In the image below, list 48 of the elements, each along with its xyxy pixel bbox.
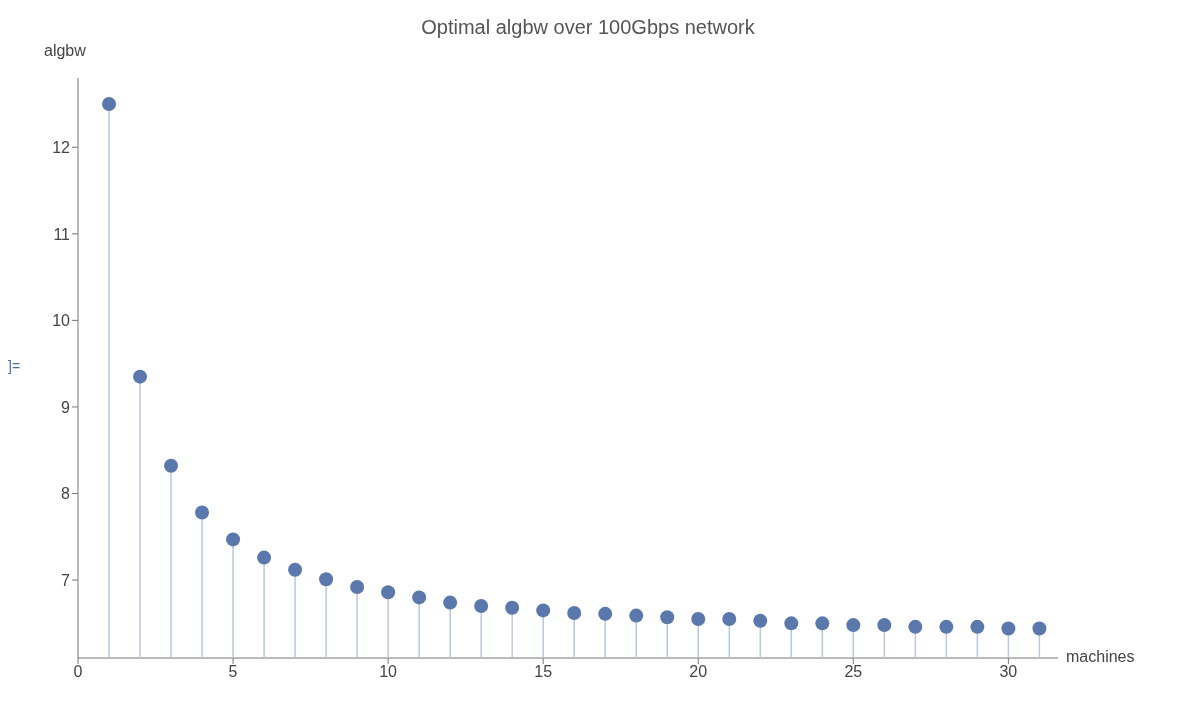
x-tick-label: 0 <box>73 663 83 681</box>
point <box>505 600 520 615</box>
point <box>691 612 706 627</box>
point <box>133 369 148 384</box>
point <box>846 618 861 633</box>
chart-title: Optimal algbw over 100Gbps network <box>420 16 756 39</box>
y-tick-label: 9 <box>61 398 71 416</box>
point <box>195 505 210 520</box>
point <box>784 616 799 631</box>
x-axis-title: machines <box>1066 648 1135 666</box>
point <box>753 613 768 628</box>
y-tick-label: 7 <box>61 571 71 589</box>
x-tick-label: 20 <box>689 663 708 681</box>
point <box>598 606 613 621</box>
point <box>722 612 737 627</box>
point <box>815 616 830 631</box>
point <box>474 599 489 614</box>
text: ]= <box>8 358 21 374</box>
point <box>257 550 272 565</box>
point <box>567 605 582 620</box>
point <box>381 585 396 600</box>
point <box>319 572 334 587</box>
point <box>629 608 644 623</box>
point <box>536 603 551 618</box>
point <box>908 619 923 634</box>
x-tick-label: 10 <box>379 663 398 681</box>
point <box>226 532 241 547</box>
point <box>660 610 675 625</box>
y-tick-label: 10 <box>52 312 71 330</box>
point <box>939 619 954 634</box>
point <box>102 96 117 111</box>
point <box>412 590 427 605</box>
point <box>970 619 985 634</box>
y-tick-label: 8 <box>61 485 71 503</box>
point <box>443 595 458 610</box>
y-tick-label: 11 <box>53 225 71 243</box>
point <box>288 562 303 577</box>
point <box>1001 621 1016 636</box>
x-tick-label: 5 <box>228 663 238 681</box>
x-tick-label: 30 <box>999 663 1018 681</box>
point <box>1032 621 1047 636</box>
y-tick-label: 12 <box>52 138 71 156</box>
y-axis-title: algbw <box>44 42 86 60</box>
point <box>164 458 179 473</box>
x-tick-label: 25 <box>844 663 863 681</box>
point <box>350 580 365 595</box>
x-tick-label: 15 <box>534 663 553 681</box>
point <box>877 618 892 633</box>
